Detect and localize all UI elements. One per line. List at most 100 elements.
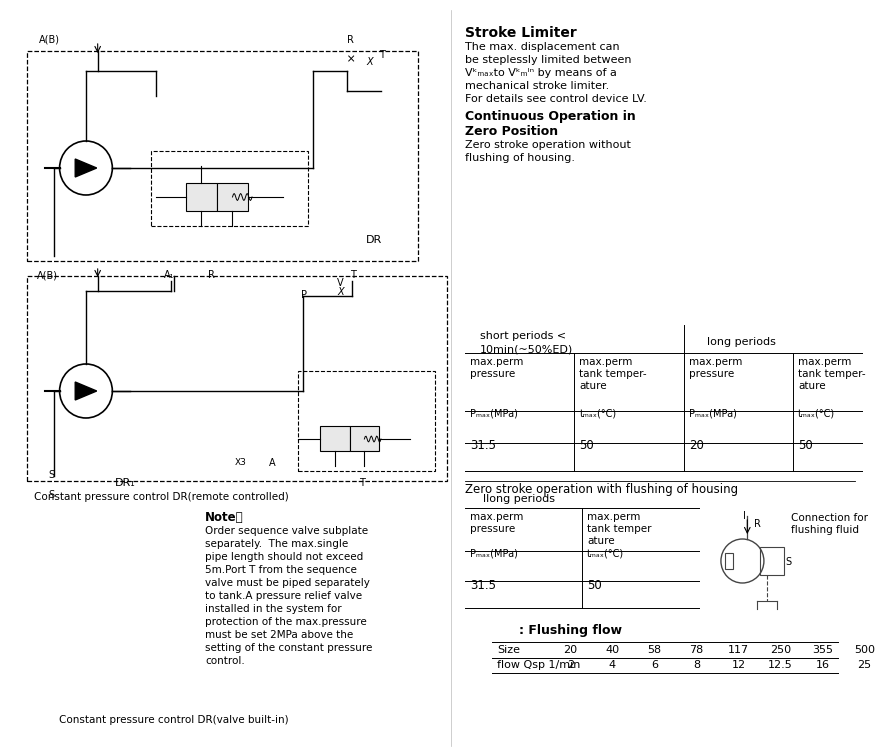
Text: The max. displacement can: The max. displacement can bbox=[465, 42, 620, 52]
Text: Zero stroke operation with flushing of housing: Zero stroke operation with flushing of h… bbox=[465, 483, 738, 496]
Text: be steplessly limited between: be steplessly limited between bbox=[465, 55, 631, 65]
Text: R: R bbox=[754, 519, 761, 529]
Text: P: P bbox=[301, 290, 307, 300]
Text: 20: 20 bbox=[689, 439, 704, 452]
Text: tₘₐₓ(°C): tₘₐₓ(°C) bbox=[579, 409, 616, 419]
Text: Note：: Note： bbox=[205, 511, 244, 524]
Text: : Flushing flow: : Flushing flow bbox=[518, 624, 622, 637]
Text: 50: 50 bbox=[579, 439, 594, 452]
Bar bbox=[217, 183, 248, 211]
Text: Stroke Limiter: Stroke Limiter bbox=[465, 26, 577, 40]
Text: R: R bbox=[347, 35, 354, 45]
Text: max.perm: max.perm bbox=[587, 512, 640, 522]
Text: Size: Size bbox=[497, 645, 520, 655]
Text: long periods: long periods bbox=[707, 337, 776, 347]
Text: 31.5: 31.5 bbox=[470, 439, 496, 452]
Text: pipe length should not exceed: pipe length should not exceed bbox=[205, 552, 364, 562]
Text: S: S bbox=[785, 557, 791, 567]
Polygon shape bbox=[75, 382, 97, 400]
Text: 8: 8 bbox=[693, 660, 700, 670]
Polygon shape bbox=[75, 159, 97, 177]
Text: tₘₐₓ(°C): tₘₐₓ(°C) bbox=[798, 409, 835, 419]
Text: to tank.A pressure relief valve: to tank.A pressure relief valve bbox=[205, 591, 362, 601]
Text: valve must be piped separately: valve must be piped separately bbox=[205, 578, 370, 588]
Text: 117: 117 bbox=[728, 645, 749, 655]
Text: short periods <: short periods < bbox=[479, 331, 566, 341]
Text: T: T bbox=[350, 270, 356, 280]
Bar bbox=[760, 547, 784, 575]
Text: X: X bbox=[366, 57, 373, 67]
Text: flushing fluid: flushing fluid bbox=[791, 525, 859, 535]
Text: 58: 58 bbox=[647, 645, 661, 655]
Text: 5m.Port T from the sequence: 5m.Port T from the sequence bbox=[205, 565, 357, 575]
Text: 25: 25 bbox=[857, 660, 872, 670]
Text: 16: 16 bbox=[816, 660, 829, 670]
Text: Pₘₐₓ(MPa): Pₘₐₓ(MPa) bbox=[470, 549, 517, 559]
Bar bbox=[185, 183, 217, 211]
Text: A(B): A(B) bbox=[37, 270, 58, 280]
Text: Constant pressure control DR(valve built-in): Constant pressure control DR(valve built… bbox=[58, 715, 288, 725]
Text: pressure: pressure bbox=[470, 524, 515, 534]
Text: ature: ature bbox=[798, 381, 826, 391]
Text: 40: 40 bbox=[606, 645, 620, 655]
Text: S: S bbox=[49, 490, 55, 500]
Text: 20: 20 bbox=[563, 645, 577, 655]
Text: 250: 250 bbox=[770, 645, 791, 655]
Text: 6: 6 bbox=[651, 660, 658, 670]
Text: max.perm: max.perm bbox=[579, 357, 632, 367]
Text: tₘₐₓ(°C): tₘₐₓ(°C) bbox=[587, 549, 624, 559]
Text: must be set 2MPa above the: must be set 2MPa above the bbox=[205, 630, 353, 640]
Text: Order sequence valve subplate: Order sequence valve subplate bbox=[205, 526, 368, 536]
Text: Zero Position: Zero Position bbox=[465, 125, 558, 138]
Text: DR: DR bbox=[366, 235, 382, 245]
Text: Zero stroke operation without: Zero stroke operation without bbox=[465, 140, 630, 150]
Bar bbox=[27, 276, 448, 481]
Text: 78: 78 bbox=[690, 645, 704, 655]
Text: For details see control device LV.: For details see control device LV. bbox=[465, 94, 647, 104]
Text: mechanical stroke limiter.: mechanical stroke limiter. bbox=[465, 81, 609, 91]
Text: R: R bbox=[208, 270, 215, 280]
Text: Connection for: Connection for bbox=[791, 513, 868, 523]
Text: max.perm: max.perm bbox=[470, 512, 524, 522]
Text: X: X bbox=[337, 287, 343, 297]
Text: V: V bbox=[337, 278, 343, 288]
Text: installed in the system for: installed in the system for bbox=[205, 604, 342, 614]
Bar bbox=[725, 553, 733, 569]
Bar bbox=[27, 51, 418, 261]
Text: 2: 2 bbox=[567, 660, 574, 670]
Text: I: I bbox=[743, 511, 746, 521]
Text: pressure: pressure bbox=[689, 369, 734, 379]
Text: control.: control. bbox=[205, 656, 245, 666]
Text: max.perm: max.perm bbox=[470, 357, 524, 367]
Text: Constant pressure control DR(remote controlled): Constant pressure control DR(remote cont… bbox=[34, 492, 289, 502]
Text: flow Qsp 1/min: flow Qsp 1/min bbox=[497, 660, 581, 670]
Text: 12.5: 12.5 bbox=[768, 660, 793, 670]
Text: A₁: A₁ bbox=[164, 270, 175, 280]
Text: llong periods: llong periods bbox=[483, 494, 555, 504]
Text: X3: X3 bbox=[235, 458, 246, 467]
Text: 50: 50 bbox=[798, 439, 813, 452]
Text: tank temper-: tank temper- bbox=[798, 369, 865, 379]
Text: ature: ature bbox=[579, 381, 607, 391]
Text: 50: 50 bbox=[587, 579, 602, 592]
Text: separately.  The max.single: separately. The max.single bbox=[205, 539, 349, 549]
Text: tank temper: tank temper bbox=[587, 524, 652, 534]
Text: 10min(~50%ED): 10min(~50%ED) bbox=[479, 344, 573, 354]
Text: Vᵏₘₐₓto Vᵏₘᴵⁿ by means of a: Vᵏₘₐₓto Vᵏₘᴵⁿ by means of a bbox=[465, 68, 617, 78]
Text: 4: 4 bbox=[609, 660, 616, 670]
Bar bbox=[298, 371, 434, 471]
Bar bbox=[321, 426, 350, 451]
Text: 500: 500 bbox=[854, 645, 875, 655]
Text: A: A bbox=[268, 458, 275, 468]
Text: Continuous Operation in: Continuous Operation in bbox=[465, 110, 636, 123]
Text: pressure: pressure bbox=[470, 369, 515, 379]
Text: T: T bbox=[359, 478, 366, 488]
Text: S: S bbox=[49, 470, 55, 480]
Text: DR₁: DR₁ bbox=[116, 478, 136, 488]
Text: Pₘₐₓ(MPa): Pₘₐₓ(MPa) bbox=[470, 409, 517, 419]
Text: ature: ature bbox=[587, 536, 615, 546]
Text: flushing of housing.: flushing of housing. bbox=[465, 153, 575, 163]
Text: 12: 12 bbox=[731, 660, 745, 670]
Text: T: T bbox=[379, 50, 385, 60]
Bar bbox=[350, 426, 379, 451]
